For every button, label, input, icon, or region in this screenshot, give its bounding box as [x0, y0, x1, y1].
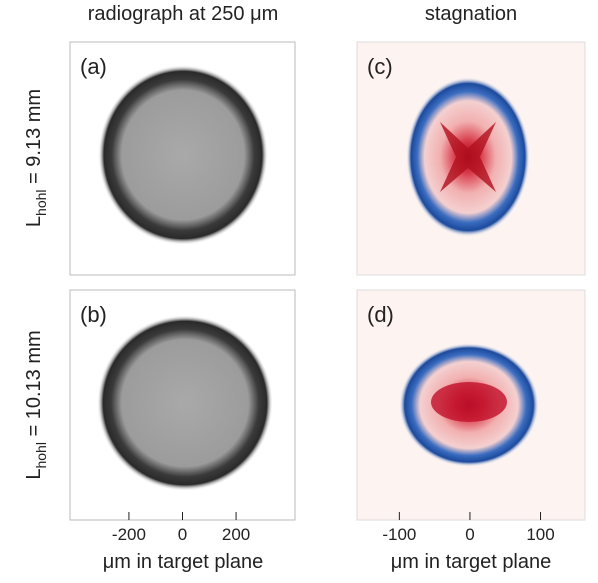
x-tick-label: 0: [178, 525, 187, 544]
row-label-main: L: [23, 216, 45, 227]
x-axis-label: μm in target plane: [103, 551, 264, 573]
column-title: radiograph at 250 μm: [88, 3, 279, 25]
row-label-sub: hohl: [33, 442, 49, 468]
x-tick-label: 100: [526, 525, 554, 544]
panel-label: (d): [367, 302, 394, 327]
figure: radiograph at 250 μm stagnation μm in ta…: [0, 0, 598, 578]
row-label-main: L: [23, 469, 45, 480]
panel-label: (c): [367, 54, 393, 79]
x-tick-label: 200: [222, 525, 250, 544]
x-tick-label: -100: [382, 525, 416, 544]
x-tick-label: -200: [112, 525, 146, 544]
column-title: stagnation: [425, 3, 517, 25]
radiograph-image: [98, 65, 268, 245]
stagnation-core: [431, 382, 507, 422]
radiograph-image: [97, 315, 273, 491]
row-label-sub: hohl: [33, 190, 49, 216]
x-axis-label: μm in target plane: [391, 551, 552, 573]
panel-label: (b): [80, 302, 107, 327]
row-label-rest: = 10.13 mm: [23, 330, 45, 442]
panel-label: (a): [80, 54, 107, 79]
x-tick-label: 0: [465, 525, 474, 544]
row-label-rest: = 9.13 mm: [23, 89, 45, 190]
